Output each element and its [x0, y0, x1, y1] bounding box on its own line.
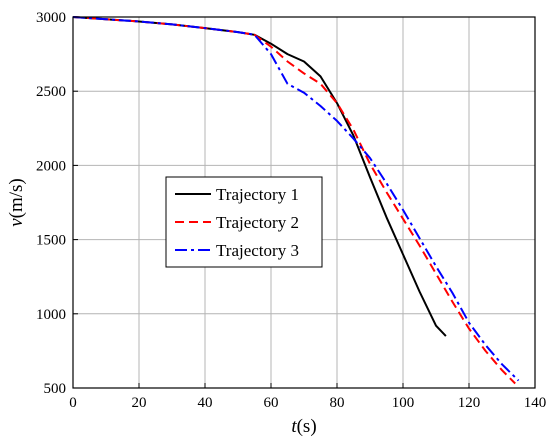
legend-label-trajectory-1: Trajectory 1 [216, 185, 299, 204]
legend-label-trajectory-2: Trajectory 2 [216, 213, 299, 232]
y-axis-label: v(m/s) [6, 178, 27, 227]
x-tick-label: 60 [264, 395, 279, 411]
x-tick-label: 140 [524, 395, 547, 411]
y-tick-label: 2500 [36, 84, 66, 100]
x-tick-label: 0 [69, 395, 77, 411]
series-line-trajectory-3 [72, 16, 520, 382]
x-axis-unit: (s) [297, 416, 317, 437]
y-tick-label: 2000 [36, 158, 66, 174]
x-tick-label: 100 [392, 395, 415, 411]
grid-lines [73, 17, 535, 388]
y-tick-label: 3000 [36, 10, 66, 26]
legend-label-trajectory-3: Trajectory 3 [216, 241, 299, 260]
series-group [72, 16, 520, 385]
y-axis-variable: v [6, 218, 27, 227]
y-tick-label: 1500 [36, 233, 66, 249]
x-tick-label: 20 [132, 395, 147, 411]
y-tick-label: 500 [44, 381, 67, 397]
x-tick-label: 80 [330, 395, 345, 411]
x-axis-variable: t [291, 416, 297, 437]
x-tick-label: 120 [458, 395, 481, 411]
y-tick-label: 1000 [36, 307, 66, 323]
x-axis-label: t(s) [291, 416, 316, 437]
legend: Trajectory 1 Trajectory 2 Trajectory 3 [165, 176, 323, 268]
plot-frame [72, 16, 536, 389]
axis-ticks: 0 20 40 60 80 100 120 140 500 1000 1500 2000 2500 300… [36, 10, 546, 411]
x-tick-label: 40 [198, 395, 213, 411]
y-axis-unit: (m/s) [6, 178, 27, 218]
